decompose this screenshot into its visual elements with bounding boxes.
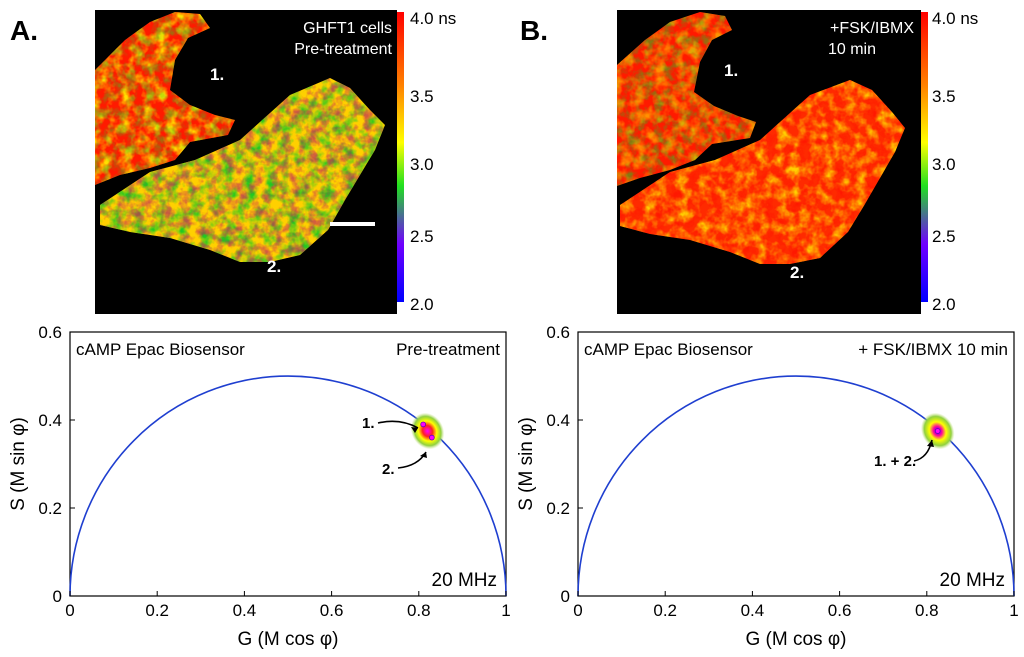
y-tick-label: 0 [53, 587, 62, 606]
y-tick-label: 0.6 [38, 323, 62, 342]
frequency-label: 20 MHz [940, 570, 1005, 591]
x-tick-label: 0.8 [915, 601, 939, 620]
x-tick-label: 0 [65, 601, 74, 620]
phasor-plot: 0 0.2 0.4 0.6 0.8 1 0 0.2 0.4 0.6 cAMP Epac Biose… [8, 323, 511, 650]
plot-label-left: cAMP Epac Biosensor [584, 340, 753, 359]
colorbar-tick: 2.5 [410, 227, 434, 246]
colorbar: 4.0 ns 3.5 3.0 2.5 2.0 [921, 9, 978, 314]
colorbar-gradient [921, 12, 928, 302]
x-tick-label: 0.6 [828, 601, 852, 620]
cluster-annotation: 2. [382, 461, 395, 478]
colorbar-tick: 3.5 [410, 87, 434, 106]
x-axis-title: G (M cos φ) [746, 629, 847, 650]
colorbar-tick: 3.0 [410, 155, 434, 174]
x-tick-label: 0 [573, 601, 582, 620]
scale-bar [330, 222, 375, 226]
colorbar-tick: 2.0 [932, 295, 956, 314]
cell-label-2: 2. [267, 257, 281, 276]
cell-2-region [620, 80, 905, 264]
cluster-point [934, 428, 941, 434]
y-tick-label: 0.4 [546, 411, 570, 430]
plot-label-right: + FSK/IBMX 10 min [858, 340, 1008, 359]
y-tick-label: 0 [561, 587, 570, 606]
x-tick-label: 0.4 [741, 601, 765, 620]
phasor-plot: 0 0.2 0.4 0.6 0.8 1 0 0.2 0.4 0.6 cAMP Epac Biose… [516, 323, 1019, 650]
colorbar-tick: 3.5 [932, 87, 956, 106]
x-tick-label: 0.4 [233, 601, 257, 620]
cluster-point [429, 434, 435, 441]
x-tick-label: 1 [1009, 601, 1018, 620]
lifetime-image [95, 10, 397, 314]
annotation-arrow [377, 420, 419, 429]
universal-semicircle [69, 375, 507, 597]
colorbar-gradient [397, 12, 404, 302]
colorbar-tick: 3.0 [932, 155, 956, 174]
cell-label-1: 1. [210, 65, 224, 84]
y-tick-label: 0.2 [38, 499, 62, 518]
colorbar-tick: 4.0 ns [932, 9, 978, 28]
cell-label-1: 1. [724, 61, 738, 80]
y-tick-label: 0.6 [546, 323, 570, 342]
x-axis-title: G (M cos φ) [238, 629, 339, 650]
image-caption-line1: +FSK/IBMX [830, 20, 914, 37]
x-tick-label: 0.8 [407, 601, 431, 620]
colorbar-tick: 2.5 [932, 227, 956, 246]
x-tick-label: 0.2 [653, 601, 677, 620]
annotation-arrowhead [411, 427, 418, 433]
image-caption-line2: 10 min [828, 41, 876, 58]
image-caption-line1: GHFT1 cells [303, 20, 392, 37]
y-axis-title: S (M sin φ) [516, 417, 537, 511]
plot-frame [69, 331, 507, 597]
cell-1-region [95, 12, 235, 185]
universal-semicircle [577, 375, 1015, 597]
cell-2-region [100, 78, 385, 262]
y-tick-label: 0.2 [546, 499, 570, 518]
panel-letter: B. [520, 15, 548, 46]
x-tick-label: 0.6 [320, 601, 344, 620]
x-tick-label: 0.2 [145, 601, 169, 620]
cluster-annotation: 1. + 2. [874, 453, 916, 470]
frequency-label: 20 MHz [432, 570, 497, 591]
colorbar-tick: 2.0 [410, 295, 434, 314]
lifetime-image [617, 10, 921, 314]
cluster-annotation: 1. [362, 415, 375, 432]
cell-label-2: 2. [790, 263, 804, 282]
colorbar-tick: 4.0 ns [410, 9, 456, 28]
annotation-arrowhead [927, 440, 934, 447]
colorbar: 4.0 ns 3.5 3.0 2.5 2.0 [397, 9, 456, 314]
phasor-marks: 0 0.2 0.4 0.6 0.8 1 0 0.2 0.4 0.6 [38, 323, 510, 620]
y-axis-title: S (M sin φ) [8, 417, 29, 511]
phasor-marks: 0 0.2 0.4 0.6 0.8 1 0 0.2 0.4 0.6 [546, 323, 1018, 620]
cluster-point [420, 421, 426, 428]
phasor-cloud [410, 412, 445, 450]
plot-frame [577, 331, 1015, 597]
annotation-arrow [397, 451, 427, 469]
y-tick-label: 0.4 [38, 411, 62, 430]
plot-label-left: cAMP Epac Biosensor [76, 340, 245, 359]
panel-letter: A. [10, 15, 38, 46]
image-caption-line2: Pre-treatment [294, 41, 392, 58]
cell-1-region [617, 12, 756, 186]
plot-label-right: Pre-treatment [396, 340, 500, 359]
panel-a: A. GHFT1 cells Pre-treatment 1. 2. 4.0 [8, 9, 511, 650]
x-tick-label: 1 [501, 601, 510, 620]
panel-b: B. +FSK/IBMX 10 min 1. 2. 4.0 ns 3.5 3.0 [516, 9, 1019, 650]
annotation-arrowhead [420, 452, 427, 458]
